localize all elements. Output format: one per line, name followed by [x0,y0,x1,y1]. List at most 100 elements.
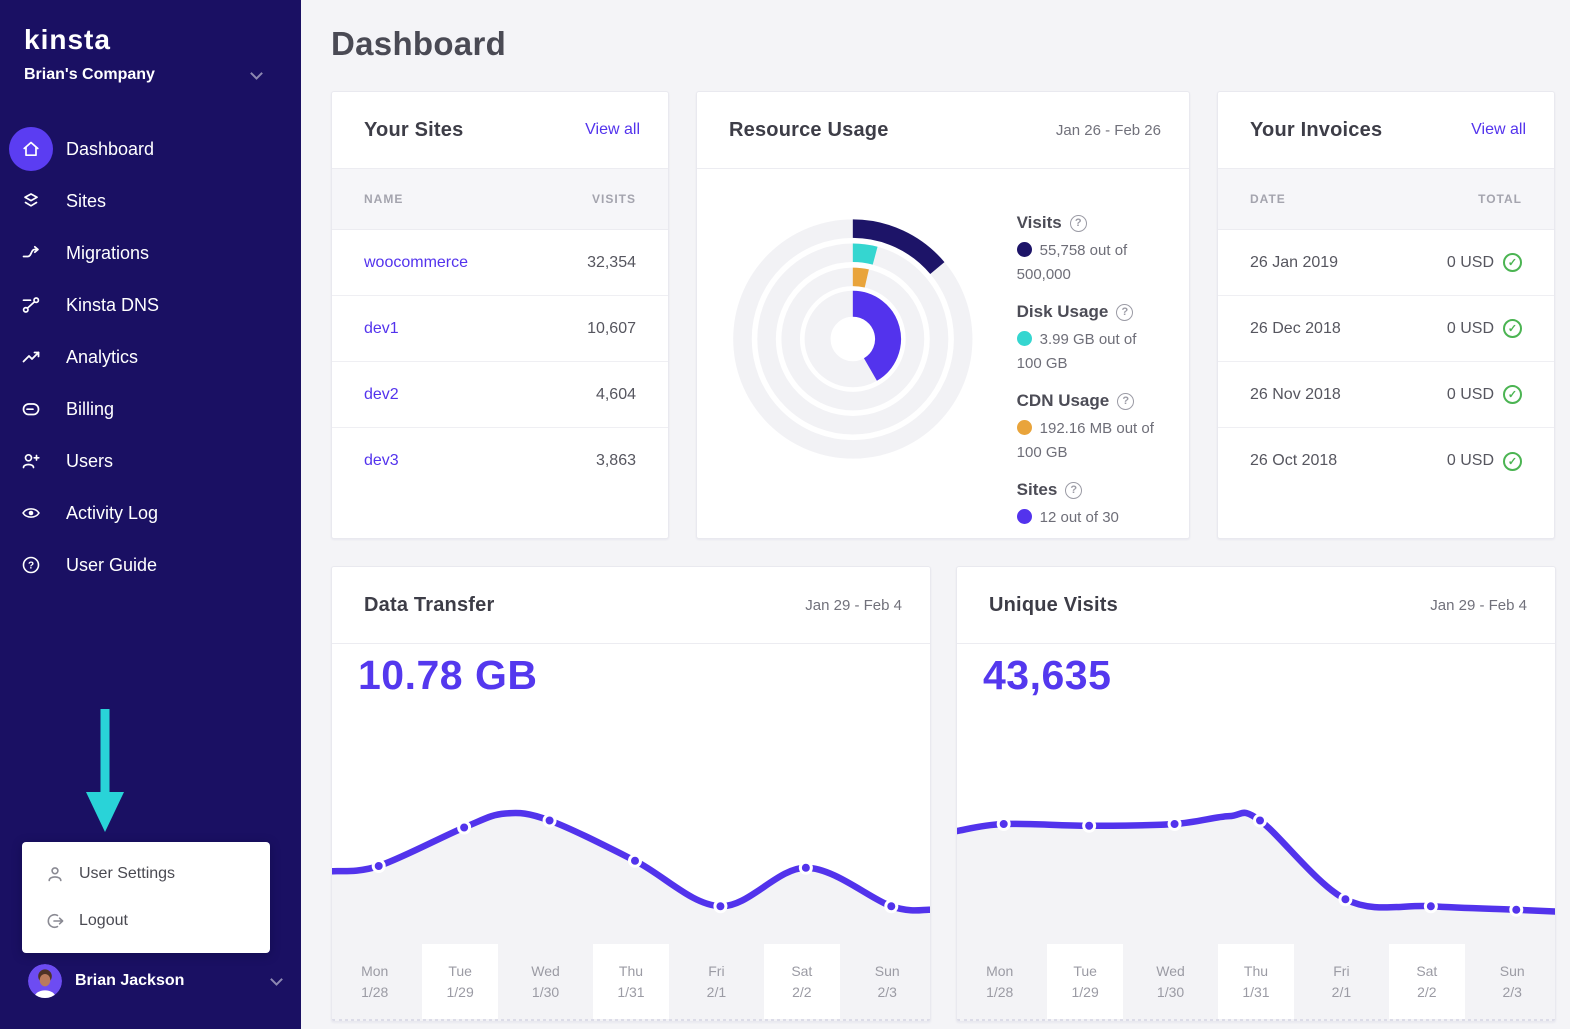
kinsta-logo: kinsta [24,24,111,55]
help-icon[interactable] [1069,214,1087,232]
resource-usage-legend: Visits 55,758 out of 500,000 Disk Usage … [1016,213,1165,530]
check-circle-icon [1503,319,1522,338]
trend-up-icon [9,335,53,379]
axis-day-column: Mon 1/28 [361,962,389,1000]
axis-day-column: Wed 1/30 [1156,962,1185,1000]
data-transfer-card: Data Transfer Jan 29 - Feb 4 10.78 GB Mo… [331,566,931,1022]
your-invoices-card: Your Invoices View all DATE TOTAL 26 Jan… [1217,91,1555,539]
legend-dot [1016,331,1032,346]
card-title: Data Transfer [364,593,495,616]
table-row: 26 Dec 2018 0 USD [1218,296,1554,362]
legend-dot [1016,509,1032,524]
site-visits: 4,604 [595,385,636,403]
eye-icon [9,491,53,535]
site-link[interactable]: dev1 [364,319,399,337]
sidebar-item-activity-log[interactable]: Activity Log [0,487,301,539]
menu-item-logout[interactable]: Logout [22,901,270,941]
site-link[interactable]: dev2 [364,385,399,403]
unique-visits-chart [957,809,1555,944]
home-icon [9,127,53,171]
sidebar-nav: Dashboard Sites Migrations [0,123,301,591]
axis-day-column: Sat 2/2 [759,944,844,1019]
axis-day-column: Sun 2/3 [874,962,900,1000]
card-title: Resource Usage [729,118,889,141]
legend-entry: Visits 55,758 out of 500,000 [1016,213,1165,287]
check-circle-icon [1503,385,1522,404]
card-title: Your Invoices [1250,118,1383,141]
table-row: 26 Oct 2018 0 USD [1218,428,1554,494]
site-visits: 10,607 [587,319,636,337]
table-row: 26 Nov 2018 0 USD [1218,362,1554,428]
resource-usage-card: Resource Usage Jan 26 - Feb 26 Visits 55… [696,91,1190,539]
site-visits: 3,863 [595,452,636,469]
axis-day-column: Fri 2/1 [706,962,727,1000]
chevron-down-icon [270,972,283,986]
table-row: dev2 4,604 [332,362,668,428]
migration-arrow-icon [9,231,53,275]
axis-day-column: Sat 2/2 [1384,944,1469,1019]
sidebar-item-migrations[interactable]: Migrations [0,227,301,279]
card-title: Unique Visits [989,593,1118,616]
unique-visits-total: 43,635 [983,652,1112,698]
axis-day-column: Thu 1/31 [1213,944,1298,1019]
sidebar-item-analytics[interactable]: Analytics [0,331,301,383]
legend-entry: Sites 12 out of 30 [1016,480,1165,530]
check-circle-icon [1503,451,1522,471]
person-icon [48,866,62,882]
your-sites-card: Your Sites View all NAME VISITS woocomme… [331,91,669,539]
credit-card-icon [9,387,53,431]
invoice-total: 0 USD [1446,253,1494,271]
sidebar-item-sites[interactable]: Sites [0,175,301,227]
sidebar-item-users[interactable]: Users [0,435,301,487]
site-link[interactable]: woocommerce [364,253,469,271]
view-all-invoices-link[interactable]: View all [1471,121,1526,138]
legend-entry: Disk Usage 3.99 GB out of 100 GB [1016,302,1165,376]
date-range: Jan 29 - Feb 4 [1430,596,1527,614]
table-row: dev1 10,607 [332,296,668,362]
sidebar-item-kinsta-dns[interactable]: Kinsta DNS [0,279,301,331]
unique-visits-card: Unique Visits Jan 29 - Feb 4 43,635 Mon 1… [956,566,1556,1022]
invoice-total: 0 USD [1446,452,1494,469]
layers-icon [9,179,53,223]
table-row: 26 Jan 2019 0 USD [1218,230,1554,296]
user-name: Brian Jackson [75,972,185,989]
axis-day-column: Thu 1/31 [588,944,673,1019]
legend-entry: CDN Usage 192.16 MB out of 100 GB [1016,391,1165,465]
axis-day-column: Mon 1/28 [986,962,1014,1000]
help-icon[interactable] [1116,303,1134,321]
site-link[interactable]: dev3 [364,452,399,469]
invoices-table-header: DATE TOTAL [1218,169,1554,230]
legend-dot [1016,242,1032,257]
menu-item-user-settings[interactable]: User Settings [22,854,270,894]
x-axis-day-labels: Mon 1/28 Tue 1/29 Wed 1/30 Thu 1/31 Fri 2/1 Sat 2/2… [957,944,1555,1021]
legend-dot [1016,420,1032,435]
sidebar-item-dashboard[interactable]: Dashboard [0,123,301,175]
user-account[interactable]: Brian Jackson [28,964,283,998]
site-visits: 32,354 [587,253,636,271]
resource-usage-radial-chart [733,219,973,459]
invoice-date: 26 Nov 2018 [1250,385,1341,403]
invoice-total: 0 USD [1446,385,1494,403]
sidebar: kinsta Brian's Company Dashboard Sites [0,0,301,1029]
sidebar-item-user-guide[interactable]: ? User Guide [0,539,301,591]
add-user-icon [9,439,53,483]
table-row: woocommerce 32,354 [332,230,668,296]
chevron-down-icon [250,66,263,80]
help-icon[interactable] [1065,481,1083,499]
logout-icon [47,914,64,929]
company-name: Brian's Company [24,66,155,83]
company-selector[interactable]: Brian's Company [0,56,301,84]
axis-day-column: Tue 1/29 [1042,944,1127,1019]
axis-day-column: Fri 2/1 [1331,962,1352,1000]
invoice-date: 26 Dec 2018 [1250,319,1341,337]
data-transfer-chart [332,809,930,944]
sidebar-item-billing[interactable]: Billing [0,383,301,435]
page-title: Dashboard [331,25,507,62]
invoice-date: 26 Oct 2018 [1250,452,1338,469]
help-icon[interactable] [1117,392,1135,410]
x-axis-day-labels: Mon 1/28 Tue 1/29 Wed 1/30 Thu 1/31 Fri 2/1 Sat 2/2… [332,944,930,1021]
check-circle-icon [1503,253,1522,272]
view-all-sites-link[interactable]: View all [585,121,640,138]
data-transfer-total: 10.78 GB [358,652,538,698]
